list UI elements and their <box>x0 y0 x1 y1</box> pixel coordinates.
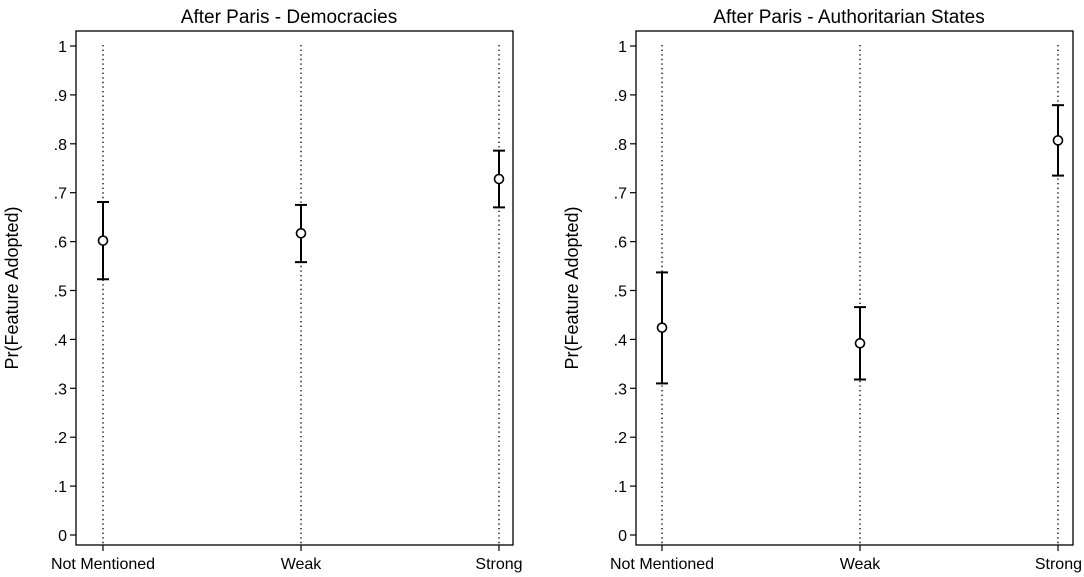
y-axis-label: Pr(Feature Adopted) <box>562 206 582 369</box>
y-tick-label: .9 <box>54 88 67 105</box>
y-tick-label: .7 <box>54 186 67 203</box>
y-tick-label: .4 <box>54 332 67 349</box>
y-tick-label: .6 <box>614 235 627 252</box>
point-estimate <box>295 227 307 239</box>
plot-frame <box>635 30 1074 546</box>
y-tick-label: .2 <box>614 430 627 447</box>
y-axis-label: Pr(Feature Adopted) <box>2 206 22 369</box>
y-tick-label: .8 <box>614 137 627 154</box>
y-tick-label: .1 <box>54 479 67 496</box>
y-tick-label: .3 <box>54 381 67 398</box>
x-tick-label: Not Mentioned <box>51 556 155 573</box>
chart-panel-democracies: After Paris - Democracies Pr(Feature Adop… <box>0 0 540 577</box>
y-tick-label: .4 <box>614 332 627 349</box>
point-estimate <box>97 235 109 246</box>
chart-panel-authoritarian: After Paris - Authoritarian States Pr(Fea… <box>540 0 1084 577</box>
plot-frame <box>75 30 514 546</box>
y-tick-label: .9 <box>614 88 627 105</box>
y-tick-label: 1 <box>618 39 627 56</box>
y-tick-label: .5 <box>54 284 67 301</box>
point-estimate <box>493 173 505 185</box>
x-tick-label: Strong <box>1035 556 1082 573</box>
x-tick-label: Strong <box>475 556 522 573</box>
y-tick-label: 0 <box>618 528 627 545</box>
y-tick-label: .8 <box>54 137 67 154</box>
y-tick-label: .2 <box>54 430 67 447</box>
y-tick-label: .7 <box>614 186 627 203</box>
x-tick-label: Weak <box>281 556 323 573</box>
chart-title: After Paris - Authoritarian States <box>713 7 984 28</box>
point-estimate <box>854 338 866 349</box>
point-estimate <box>1052 135 1064 146</box>
y-tick-label: .5 <box>614 284 627 301</box>
x-tick-label: Not Mentioned <box>610 556 714 573</box>
y-tick-label: 1 <box>58 39 67 56</box>
point-estimate <box>656 322 668 333</box>
y-tick-label: .3 <box>614 381 627 398</box>
chart-authoritarian: After Paris - Authoritarian States Pr(Fea… <box>562 7 1082 573</box>
y-tick-label: 0 <box>58 528 67 545</box>
y-tick-label: .6 <box>54 235 67 252</box>
x-tick-label: Weak <box>840 556 882 573</box>
y-tick-label: .1 <box>614 479 627 496</box>
chart-democracies: After Paris - Democracies Pr(Feature Adop… <box>2 7 523 573</box>
chart-title: After Paris - Democracies <box>181 7 397 28</box>
